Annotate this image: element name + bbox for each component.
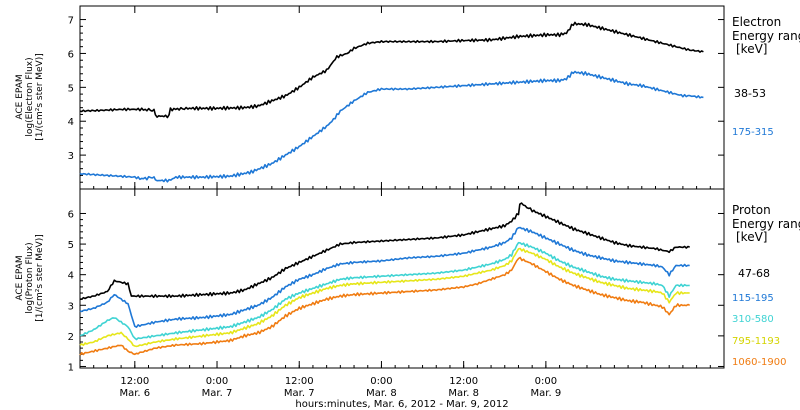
- electron-ytick-label-3: 6: [68, 49, 74, 60]
- proton-legend-item-4: 1060-1900: [732, 357, 787, 368]
- proton-ylabel-line3: [1/(cm²s ster MeV)]: [35, 234, 45, 321]
- proton-series-1060-1900: [79, 256, 691, 356]
- electron-legend: Electron Energy ranges [keV] 38-53 175-3…: [732, 15, 800, 138]
- electron-ylabel-line1: ACE EPAM: [15, 74, 25, 119]
- proton-ylabel: ACE EPAM log(Proton Flux) [1/(cm²s ster …: [15, 234, 45, 321]
- xtick-sublabel-2: Mar. 7: [284, 388, 315, 399]
- proton-ylabel-line1: ACE EPAM: [15, 255, 25, 300]
- electron-ylabel-line3: [1/(cm²s ster MeV)]: [35, 53, 45, 140]
- electron-series-175-315: [79, 70, 704, 183]
- xtick-sublabel-4: Mar. 8: [448, 388, 479, 399]
- xtick-sublabel-3: Mar. 8: [366, 388, 397, 399]
- proton-ytick-label-5: 6: [68, 209, 74, 220]
- electron-ylabel-line2: log(Electron Flux): [25, 57, 35, 136]
- proton-panel-frame: [79, 188, 725, 369]
- proton-series-310-580: [79, 241, 690, 341]
- proton-legend-title-2: Energy ranges: [732, 217, 800, 231]
- proton-ytick-label-0: 1: [68, 362, 74, 373]
- electron-ytick-label-0: 3: [68, 151, 74, 162]
- electron-ylabel: ACE EPAM log(Electron Flux) [1/(cm²s ste…: [15, 53, 45, 140]
- xtick-sublabel-1: Mar. 7: [202, 388, 233, 399]
- electron-series-group: [79, 21, 704, 183]
- electron-ytick-label-1: 4: [68, 117, 74, 128]
- proton-legend-title-3: [keV]: [736, 230, 767, 244]
- proton-ytick-label-3: 4: [68, 271, 74, 282]
- electron-ytick-label-2: 5: [68, 83, 74, 94]
- xtick-label-0: 12:00: [120, 376, 149, 387]
- proton-legend: Proton Energy ranges [keV] 47-68 115-195…: [732, 203, 800, 368]
- electron-legend-title-1: Electron: [732, 15, 781, 29]
- electron-series-38-53: [79, 21, 704, 119]
- proton-series-795-1193: [79, 247, 690, 348]
- xtick-label-1: 0:00: [206, 376, 228, 387]
- proton-series-47-68: [80, 202, 690, 300]
- proton-ylabel-line2: log(Proton Flux): [25, 242, 35, 313]
- proton-y-axis: 1 2 3 4 5 6: [68, 189, 725, 373]
- electron-ytick-label-4: 7: [68, 16, 74, 27]
- proton-legend-item-3: 795-1193: [732, 336, 780, 347]
- xtick-label-2: 12:00: [285, 376, 314, 387]
- xtick-label-5: 0:00: [535, 376, 557, 387]
- proton-legend-item-1: 115-195: [732, 293, 774, 304]
- electron-legend-item-1: 175-315: [732, 127, 774, 138]
- proton-legend-item-0: 47-68: [738, 267, 770, 280]
- xtick-label-3: 0:00: [370, 376, 392, 387]
- proton-legend-title-1: Proton: [732, 203, 771, 217]
- xtick-label-4: 12:00: [449, 376, 478, 387]
- xtick-sublabel-5: Mar. 9: [531, 388, 562, 399]
- electron-legend-title-2: Energy ranges: [732, 29, 800, 43]
- electron-legend-title-3: [keV]: [736, 42, 767, 56]
- proton-ytick-label-4: 5: [68, 240, 74, 251]
- proton-series-115-195: [79, 226, 690, 328]
- proton-legend-item-2: 310-580: [732, 314, 774, 325]
- xtick-sublabel-0: Mar. 6: [119, 388, 150, 399]
- proton-series-group: [79, 202, 691, 356]
- proton-ytick-label-1: 2: [68, 332, 74, 343]
- proton-ytick-label-2: 3: [68, 301, 74, 312]
- electron-panel-frame: [79, 5, 725, 190]
- electron-y-axis: 3 4 5 6 7: [68, 6, 725, 189]
- x-axis-label: hours:minutes, Mar. 6, 2012 - Mar. 9, 20…: [295, 399, 508, 410]
- electron-legend-item-0: 38-53: [734, 87, 766, 100]
